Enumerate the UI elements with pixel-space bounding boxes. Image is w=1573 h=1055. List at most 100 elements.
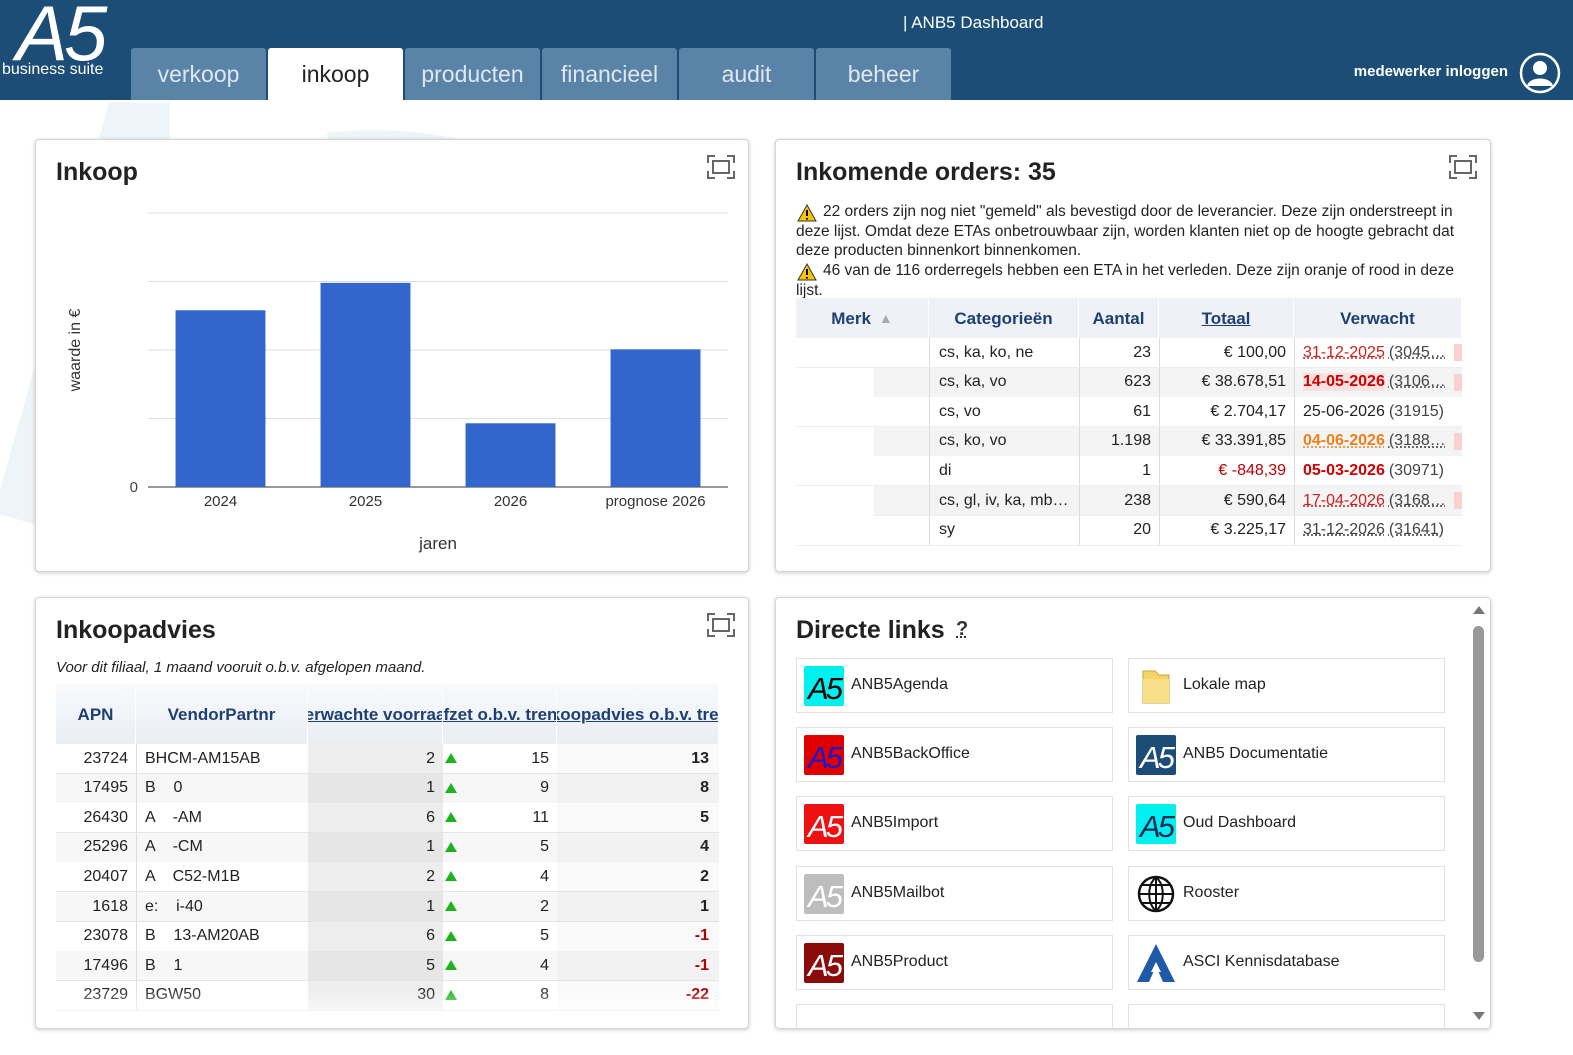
column-header[interactable]: Aantal (1079, 298, 1159, 338)
column-header[interactable]: Totaal (1159, 298, 1294, 338)
tab[interactable]: beheer (816, 48, 951, 100)
help-icon[interactable]: ? (956, 618, 969, 640)
link-label: Lokale map (1183, 676, 1266, 693)
expand-shape (712, 618, 730, 632)
icon-logo: A5 (806, 879, 844, 914)
cell-apn: 20407 (83, 867, 129, 885)
asci (1151, 961, 1161, 972)
icon-logo: A5 (806, 671, 844, 706)
cell-amount: 20 (1079, 515, 1159, 545)
sort-arrow[interactable]: ▲ (878, 309, 893, 326)
cell-advice: 2 (557, 862, 719, 892)
bar (175, 310, 266, 487)
scroll-thumb[interactable] (1473, 626, 1484, 962)
link-icon: A5 (804, 804, 845, 845)
cell-expected[interactable]: 04-06-2026 (3188… (1294, 426, 1454, 456)
link[interactable]: A5 ANB5 Documentatie (1128, 727, 1445, 783)
link-icon (1142, 670, 1170, 704)
expand-icon[interactable] (706, 612, 736, 638)
column-header[interactable]: Merk ▲ (796, 298, 929, 338)
column-header: APN (56, 684, 136, 744)
cell-total: € 33.391,85 (1159, 426, 1294, 456)
cell-categories: cs, ko, vo (929, 426, 1079, 456)
tab[interactable]: financieel (542, 48, 677, 100)
expand-icon[interactable] (1448, 154, 1478, 180)
advice-panel: Inkoopadvies Voor dit filiaal, 1 maand vo… (35, 597, 749, 1029)
link[interactable]: ASCI Kennisdatabase (1128, 934, 1445, 990)
link[interactable]: A5 ANB5Agenda (796, 658, 1113, 713)
icon-bg (804, 666, 844, 706)
trend-arrow (445, 901, 457, 911)
cell-expected[interactable]: 25-06-2026 (31915) (1294, 397, 1454, 427)
icon-logo: A5 (1138, 740, 1176, 775)
subtitle: Voor dit filiaal, 1 maand vooruit o.b.v.… (56, 659, 426, 676)
link-icon: A5 (804, 666, 845, 706)
cell-expected[interactable]: 17-04-2026 (3168… (1294, 486, 1454, 515)
cell-expected[interactable]: 05-03-2026 (30971) (1294, 456, 1454, 486)
link[interactable]: A5 ANB5BackOffice (796, 727, 1113, 783)
link[interactable]: A5 Oud Dashboard (1128, 796, 1445, 852)
trend-arrow (445, 782, 457, 793)
cell-expected[interactable]: 14-05-2026 (3106… (1294, 367, 1454, 397)
expected-date: 17-04-2026 (1303, 491, 1385, 509)
icon-bg (804, 735, 844, 776)
logo-subtitle: business suite (2, 61, 104, 78)
column-header[interactable]: Verwachte voorraad (308, 684, 443, 744)
cell-expected[interactable]: 31-12-2025 (3045… (1294, 338, 1454, 367)
link[interactable]: A5 ANB5Product (796, 934, 1113, 990)
user-icon[interactable] (1519, 52, 1561, 94)
cell-categories: cs, gl, iv, ka, mb… (929, 486, 1079, 515)
warning-text: 22 orders zijn nog niet "gemeld" als bev… (796, 203, 1455, 259)
link[interactable]: Rooster (1128, 865, 1445, 921)
expand-shape (712, 160, 730, 174)
x-tick-label: 2025 (349, 493, 382, 510)
cell-sales: 9 (540, 779, 549, 797)
page-title: | ANB5 Dashboard (903, 13, 1044, 32)
x-axis-title: jaren (418, 534, 457, 553)
cell-sales: 15 (531, 749, 549, 767)
login[interactable]: medewerker inloggen (1353, 63, 1508, 80)
column-header[interactable]: Verwacht (1294, 298, 1462, 338)
order-ref: (3188… (1388, 432, 1446, 450)
tab[interactable]: producten (405, 48, 540, 100)
column-header[interactable]: Afzet o.b.v. trend (443, 684, 557, 744)
trend-arrow (445, 841, 457, 852)
cell-vendor: B 13-AM20AB (136, 921, 308, 951)
x-tick-label: prognose 2026 (605, 493, 705, 510)
tab[interactable]: verkoop (131, 48, 266, 100)
globe (1139, 875, 1173, 912)
link-icon: A5 (804, 873, 845, 914)
expected-date: 04-06-2026 (1303, 432, 1385, 450)
trend-arrow (445, 753, 457, 763)
column-header[interactable]: Inkoopadvies o.b.v. trend (557, 684, 719, 744)
row-bg (796, 338, 1462, 368)
row-bg (796, 515, 1462, 546)
link[interactable]: Lokale map (1128, 658, 1445, 713)
cell-sales: 4 (540, 956, 549, 974)
link[interactable] (1128, 1004, 1445, 1028)
cell-vendor: A C52-M1B (136, 862, 308, 892)
cell-categories: sy (929, 515, 1079, 545)
expected-date: 31-12-2025 (1303, 343, 1385, 361)
cell-categories: cs, vo (929, 397, 1079, 427)
tab[interactable]: audit (679, 48, 814, 100)
cell-apn: 23078 (83, 927, 129, 945)
link-label: ANB5Import (851, 814, 939, 832)
link[interactable]: A5 ANB5Import (796, 796, 1113, 852)
link-label: ANB5Product (851, 952, 948, 970)
cell-total: € 590,64 (1159, 486, 1294, 515)
scroll-down[interactable] (1473, 1012, 1485, 1020)
cell-vendor: e: i-40 (136, 892, 308, 921)
expand-icon[interactable] (706, 154, 736, 180)
tab[interactable]: inkoop (268, 48, 403, 100)
link-label: Oud Dashboard (1183, 814, 1296, 832)
cell-sales: 5 (540, 927, 549, 945)
row-bg (796, 456, 1462, 487)
logo[interactable]: A5 (16, 0, 107, 77)
link[interactable] (796, 1004, 1113, 1028)
cell-expected[interactable]: 31-12-2026 (31641) (1294, 515, 1454, 545)
cell-stock: 1 (308, 892, 443, 921)
scroll-up[interactable] (1473, 606, 1485, 614)
link[interactable]: A5 ANB5Mailbot (796, 865, 1113, 921)
column-header[interactable]: Categorieën (929, 298, 1079, 338)
